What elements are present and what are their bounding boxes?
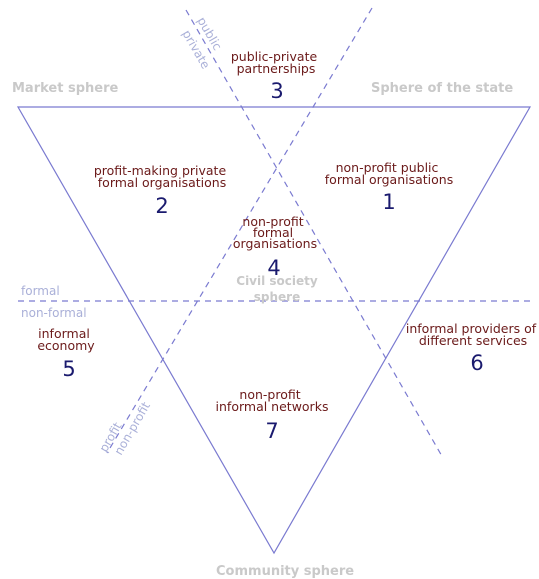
sector-7-label: non-profit informal networks [216, 387, 329, 414]
community-sphere-label: Community sphere [216, 564, 354, 579]
sector-1-line-1: non-profit public [336, 160, 439, 175]
welfare-triangle [16, 106, 532, 555]
sector-1-line-2: formal organisations [325, 172, 453, 187]
market-sphere-label: Market sphere [12, 81, 119, 96]
state-sphere-label: Sphere of the state [371, 81, 513, 96]
sector-7-number: 7 [265, 419, 278, 443]
sector-4-number: 4 [267, 256, 280, 280]
sector-3-line-1: public-private [231, 49, 318, 64]
sector-4-line-1: non-profit [242, 214, 303, 229]
sector-4-label: non-profit formal organisations [233, 214, 317, 251]
sector-3-line-2: partnerships [237, 61, 316, 76]
sector-2-number: 2 [155, 194, 168, 218]
sector-3: public-private partnerships 3 [231, 49, 321, 103]
sector-6: informal providers of different services… [406, 321, 539, 375]
sector-3-number: 3 [270, 79, 283, 103]
sector-5-line-1: informal [38, 326, 90, 341]
sector-5-label: informal economy [37, 326, 95, 353]
sector-6-label: informal providers of different services [406, 321, 539, 348]
sector-6-number: 6 [470, 351, 483, 375]
sector-2-line-1: profit-making private [94, 163, 227, 178]
sector-7: non-profit informal networks 7 [216, 387, 329, 443]
sector-2: profit-making private formal organisatio… [94, 163, 230, 218]
sector-5-number: 5 [62, 357, 75, 381]
sector-6-line-1: informal providers of [406, 321, 537, 336]
sector-4-line-3: organisations [233, 236, 317, 251]
sector-3-label: public-private partnerships [231, 49, 321, 76]
civil-society-sphere-label: Civil society [236, 274, 318, 288]
sector-2-line-2: formal organisations [98, 175, 226, 190]
sector-7-line-2: informal networks [216, 399, 329, 414]
sector-5-line-2: economy [37, 338, 95, 353]
sector-1-number: 1 [382, 190, 395, 214]
sector-1: non-profit public formal organisations 1 [325, 160, 453, 214]
sector-1-label: non-profit public formal organisations [325, 160, 453, 187]
civil-society-sphere-label-2: sphere [254, 290, 300, 304]
non-formal-label: non-formal [21, 306, 87, 320]
sector-5: informal economy 5 [37, 326, 95, 381]
sector-2-label: profit-making private formal organisatio… [94, 163, 230, 190]
formal-label: formal [21, 284, 60, 298]
sector-4-line-2: formal [253, 225, 293, 240]
sector-6-line-2: different services [419, 333, 527, 348]
sector-7-line-1: non-profit [239, 387, 300, 402]
sector-4: non-profit formal organisations 4 [233, 214, 317, 280]
profit-nonprofit-divider [106, 7, 373, 454]
public-private-divider [185, 9, 444, 459]
